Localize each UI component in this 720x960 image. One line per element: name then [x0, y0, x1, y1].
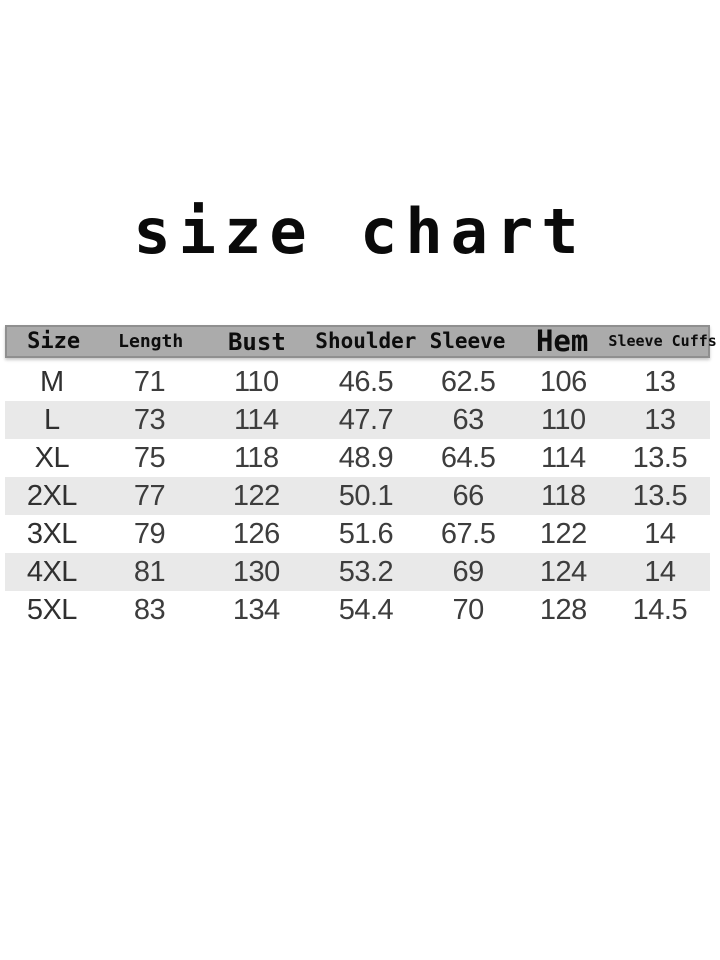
size-table: Size Length Bust Shoulder Sleeve Hem Sle…	[5, 324, 717, 629]
hem-value: 128	[539, 593, 587, 626]
hem-value: 124	[539, 555, 587, 588]
sleeve-cuffs-value: 14.5	[632, 593, 688, 626]
sleeve-value: 70	[452, 593, 485, 626]
hem-value: 122	[539, 517, 587, 550]
sleeve-cuffs-value: 13	[644, 403, 676, 436]
sleeve-cuffs-value: 14	[644, 517, 676, 550]
length-value: 79	[133, 517, 166, 550]
table-header-row: Size Length Bust Shoulder Sleeve Hem Sle…	[5, 324, 717, 358]
table-row-l: L 73 114 47.7 63 110 13	[5, 401, 710, 439]
length-value: 83	[133, 593, 166, 626]
bust-value: 122	[232, 479, 280, 512]
size-value: 5XL	[26, 593, 78, 626]
sleeve-value: 69	[452, 555, 485, 588]
table-body: M 71 110 46.5 62.5 106 13 L 73 114 47.7 …	[5, 363, 710, 629]
table-row-4xl: 4XL 81 130 53.2 69 124 14	[5, 553, 710, 591]
shoulder-value: 47.7	[338, 403, 394, 436]
shoulder-value: 54.4	[338, 593, 394, 626]
sleeve-value: 63	[452, 403, 485, 436]
column-header-hem: Hem	[535, 324, 589, 358]
size-value: 2XL	[26, 479, 78, 512]
page-title: size chart	[133, 195, 587, 268]
sleeve-cuffs-value: 13.5	[632, 479, 688, 512]
column-header-bust: Bust	[227, 327, 286, 356]
bust-value: 126	[232, 517, 280, 550]
size-value: M	[40, 365, 64, 398]
hem-value: 106	[539, 365, 587, 398]
sleeve-value: 64.5	[440, 441, 496, 474]
column-header-sleeve-cuffs: Sleeve Cuffs	[608, 332, 717, 350]
column-header-sleeve: Sleeve	[429, 329, 506, 353]
length-value: 71	[133, 365, 166, 398]
bust-value: 114	[233, 403, 279, 436]
bust-value: 130	[232, 555, 280, 588]
sleeve-value: 66	[452, 479, 485, 512]
shoulder-value: 51.6	[338, 517, 394, 550]
hem-value: 114	[540, 441, 586, 474]
shoulder-value: 53.2	[338, 555, 394, 588]
table-row-5xl: 5XL 83 134 54.4 70 128 14.5	[5, 591, 710, 629]
column-header-length: Length	[118, 330, 184, 352]
shoulder-value: 50.1	[338, 479, 394, 512]
length-value: 75	[133, 441, 166, 474]
hem-value: 118	[540, 479, 586, 512]
length-value: 77	[133, 479, 166, 512]
length-value: 73	[133, 403, 166, 436]
bust-value: 110	[233, 365, 279, 398]
sleeve-cuffs-value: 13	[644, 365, 676, 398]
sleeve-cuffs-value: 13.5	[632, 441, 688, 474]
size-value: 3XL	[26, 517, 78, 550]
bust-value: 118	[233, 441, 279, 474]
size-value: 4XL	[26, 555, 78, 588]
column-header-shoulder: Shoulder	[315, 329, 417, 353]
table-row-2xl: 2XL 77 122 50.1 66 118 13.5	[5, 477, 710, 515]
hem-value: 110	[540, 403, 586, 436]
table-row-m: M 71 110 46.5 62.5 106 13	[5, 363, 710, 401]
length-value: 81	[133, 555, 166, 588]
column-header-size: Size	[27, 328, 81, 354]
sleeve-value: 62.5	[440, 365, 496, 398]
size-value: L	[44, 403, 60, 436]
sleeve-cuffs-value: 14	[644, 555, 676, 588]
shoulder-value: 46.5	[338, 365, 394, 398]
shoulder-value: 48.9	[338, 441, 394, 474]
sleeve-value: 67.5	[440, 517, 496, 550]
table-row-xl: XL 75 118 48.9 64.5 114 13.5	[5, 439, 710, 477]
size-value: XL	[34, 441, 70, 474]
bust-value: 134	[232, 593, 280, 626]
table-row-3xl: 3XL 79 126 51.6 67.5 122 14	[5, 515, 710, 553]
